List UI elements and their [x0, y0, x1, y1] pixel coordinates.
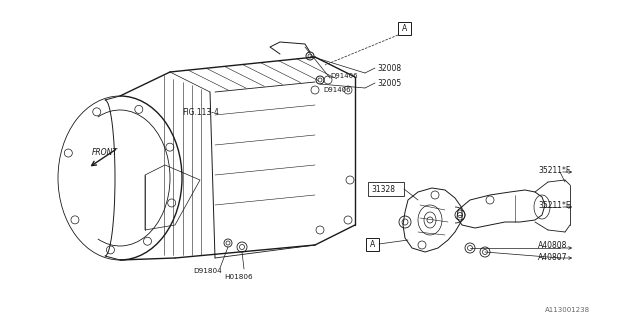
- Text: D91406: D91406: [323, 87, 351, 93]
- Text: 35211*E: 35211*E: [538, 201, 571, 210]
- Text: A: A: [402, 24, 407, 33]
- Text: D91804: D91804: [193, 268, 221, 274]
- Text: 32005: 32005: [377, 78, 401, 87]
- Text: D91406: D91406: [330, 73, 358, 79]
- Bar: [398, 22, 411, 35]
- Text: 35211*F: 35211*F: [538, 165, 570, 174]
- Bar: [366, 238, 379, 251]
- Text: A113001238: A113001238: [545, 307, 590, 313]
- Text: A40807: A40807: [538, 253, 568, 262]
- Text: 32008: 32008: [377, 63, 401, 73]
- Text: 31328: 31328: [371, 185, 395, 194]
- Text: FRONT: FRONT: [92, 148, 118, 156]
- Text: H01806: H01806: [224, 274, 253, 280]
- Text: A: A: [370, 240, 375, 249]
- Text: FIG.113-4: FIG.113-4: [182, 108, 219, 116]
- Bar: [368, 182, 404, 196]
- Text: A40808: A40808: [538, 241, 568, 250]
